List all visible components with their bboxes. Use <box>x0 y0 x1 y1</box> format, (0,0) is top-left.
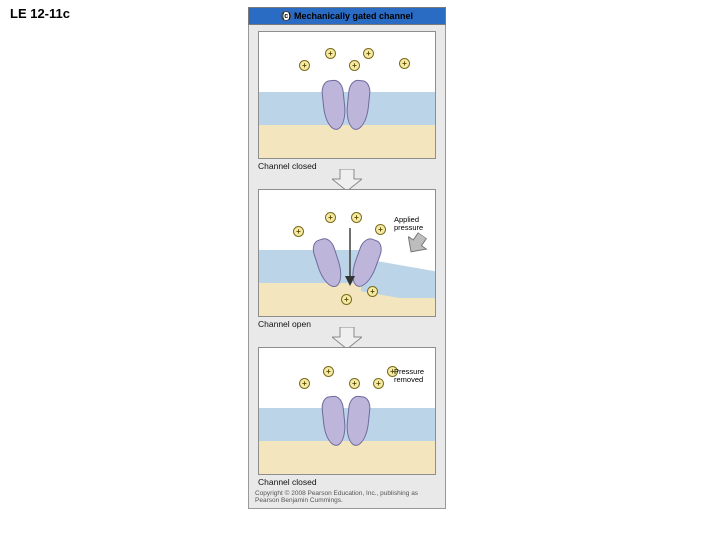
ion-icon: + <box>299 378 310 389</box>
ion-icon: + <box>349 378 360 389</box>
sequence-arrow-icon <box>332 327 362 349</box>
title-bar: (c) Mechanically gated channel <box>248 7 446 25</box>
ion-icon: + <box>363 48 374 59</box>
figure-column: (c) Mechanically gated channel +++++Chan… <box>248 7 446 509</box>
ion-icon: + <box>299 60 310 71</box>
ion-icon: + <box>293 226 304 237</box>
panel-closed-bottom: +++++Pressure removed <box>258 347 436 475</box>
ion-icon: + <box>349 60 360 71</box>
panel-column: +++++Channel closed++++++Applied pressur… <box>248 25 446 509</box>
copyright-text: Copyright © 2008 Pearson Education, Inc.… <box>255 490 439 504</box>
ion-icon: + <box>399 58 410 69</box>
title-text: Mechanically gated channel <box>294 11 413 21</box>
panel-caption: Channel closed <box>258 477 436 487</box>
ion-icon: + <box>341 294 352 305</box>
panel-closed-top: +++++ <box>258 31 436 159</box>
ion-icon: + <box>351 212 362 223</box>
ion-icon: + <box>325 48 336 59</box>
ion-icon: + <box>375 224 386 235</box>
ion-icon: + <box>325 212 336 223</box>
figure-number: LE 12-11c <box>10 6 70 21</box>
title-prefix: (c) <box>281 11 291 21</box>
panel-open: ++++++Applied pressure <box>258 189 436 317</box>
ion-icon: + <box>367 286 378 297</box>
ion-icon: + <box>373 378 384 389</box>
ion-flow-arrow-icon <box>345 228 357 288</box>
ion-icon: + <box>323 366 334 377</box>
sequence-arrow-icon <box>332 169 362 191</box>
panel-side-label: Pressure removed <box>394 368 432 384</box>
